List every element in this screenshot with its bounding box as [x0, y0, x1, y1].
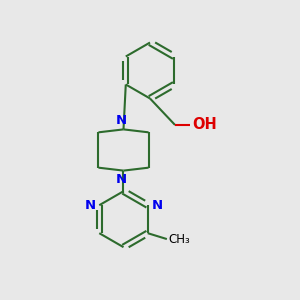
Text: N: N [151, 199, 162, 212]
Text: OH: OH [193, 118, 217, 133]
Text: N: N [116, 114, 127, 127]
Text: CH₃: CH₃ [168, 232, 190, 246]
Text: N: N [85, 199, 96, 212]
Text: N: N [116, 173, 127, 186]
